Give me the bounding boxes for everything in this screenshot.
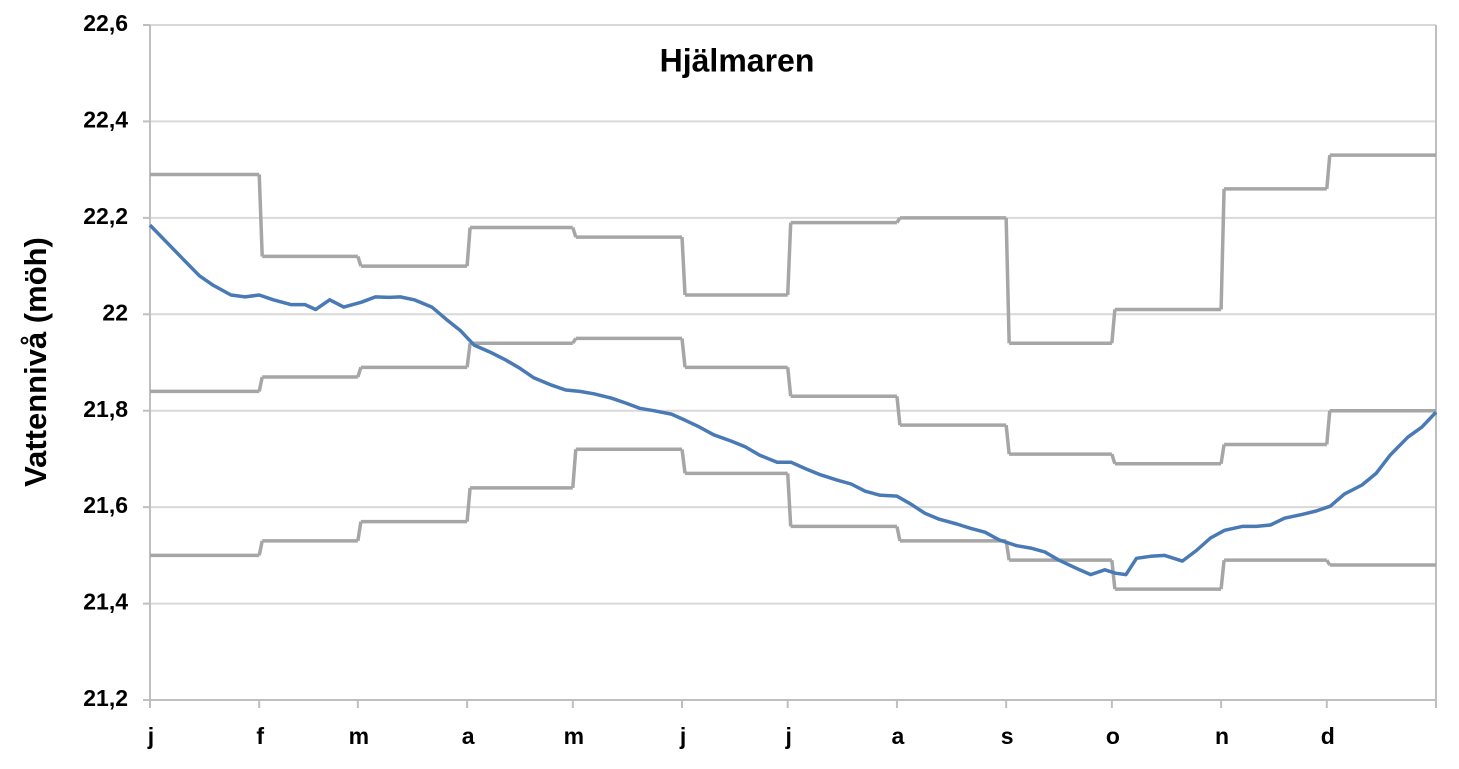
step-riser bbox=[1325, 559, 1332, 566]
step-riser bbox=[1219, 444, 1226, 465]
y-tick-label: 22,2 bbox=[83, 203, 128, 229]
y-tick-label: 21,2 bbox=[83, 685, 128, 711]
y-tick-label: 22,6 bbox=[83, 10, 128, 36]
x-tick-label: m bbox=[564, 723, 584, 749]
step-riser bbox=[571, 337, 578, 345]
step-riser bbox=[1325, 155, 1332, 190]
step-riser bbox=[1325, 410, 1332, 445]
y-tick-label: 22 bbox=[102, 299, 128, 325]
step-riser bbox=[257, 540, 264, 556]
x-tick-label: j bbox=[679, 723, 686, 749]
step-riser bbox=[257, 174, 264, 257]
step-riser bbox=[1110, 453, 1117, 465]
step-riser bbox=[680, 449, 687, 474]
step-riser bbox=[1110, 559, 1117, 590]
data-line bbox=[148, 223, 1438, 577]
step-riser bbox=[1219, 188, 1226, 310]
step-riser bbox=[785, 473, 793, 527]
x-tick-label: f bbox=[256, 723, 264, 749]
step-riser bbox=[571, 226, 578, 238]
step-riser bbox=[571, 449, 578, 488]
y-tick-label: 21,8 bbox=[83, 396, 128, 422]
step-riser bbox=[1219, 559, 1226, 590]
x-tick-label: s bbox=[1001, 723, 1014, 749]
step-riser bbox=[356, 366, 363, 378]
step-riser bbox=[785, 367, 793, 397]
step-riser bbox=[1004, 424, 1011, 455]
x-tick-label: j bbox=[785, 723, 792, 749]
step-riser bbox=[356, 521, 363, 542]
step-riser bbox=[895, 396, 902, 426]
chart-title: Hjälmaren bbox=[660, 42, 815, 78]
x-tick-label: m bbox=[349, 723, 369, 749]
step-riser bbox=[465, 487, 472, 522]
y-tick-label: 21,4 bbox=[83, 589, 128, 615]
x-tick-label: a bbox=[462, 723, 475, 749]
step-riser bbox=[1110, 309, 1117, 344]
step-riser bbox=[465, 342, 472, 368]
step-riser bbox=[257, 376, 264, 392]
x-tick-label: a bbox=[892, 723, 905, 749]
x-tick-label: j bbox=[147, 723, 154, 749]
x-tick-label: n bbox=[1215, 723, 1229, 749]
y-tick-label: 22,4 bbox=[83, 107, 128, 133]
step-riser bbox=[465, 227, 472, 267]
step-riser bbox=[785, 222, 793, 296]
step-riser bbox=[895, 216, 902, 224]
step-riser bbox=[680, 237, 687, 296]
step-riser bbox=[895, 526, 902, 542]
y-tick-label: 21,6 bbox=[83, 492, 128, 518]
x-tick-label: d bbox=[1321, 723, 1335, 749]
y-axis-label: Vattennivå (möh) bbox=[18, 237, 53, 487]
step-riser bbox=[680, 338, 687, 368]
step-riser bbox=[356, 255, 363, 267]
step-riser bbox=[1004, 217, 1011, 344]
x-tick-label: o bbox=[1106, 723, 1120, 749]
